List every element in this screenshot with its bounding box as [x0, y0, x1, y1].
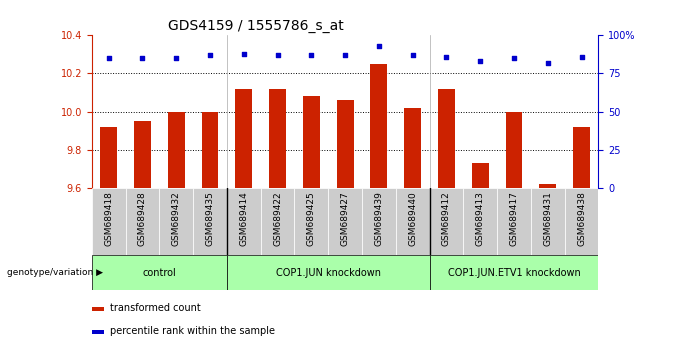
Bar — [362, 188, 396, 255]
Text: GSM689418: GSM689418 — [104, 191, 113, 246]
Bar — [260, 188, 294, 255]
Point — [306, 52, 317, 58]
Point — [137, 55, 148, 61]
Bar — [92, 188, 126, 255]
Text: GSM689428: GSM689428 — [138, 191, 147, 246]
Bar — [159, 188, 193, 255]
Bar — [497, 188, 531, 255]
Point — [509, 55, 520, 61]
Text: transformed count: transformed count — [109, 303, 201, 313]
Bar — [564, 188, 598, 255]
Bar — [463, 188, 497, 255]
Point — [340, 52, 351, 58]
Bar — [134, 121, 151, 188]
Bar — [337, 100, 354, 188]
Text: GSM689435: GSM689435 — [205, 191, 214, 246]
Text: GSM689432: GSM689432 — [172, 191, 181, 246]
Bar — [539, 184, 556, 188]
Bar — [505, 112, 522, 188]
Text: GSM689425: GSM689425 — [307, 191, 316, 246]
Text: GSM689431: GSM689431 — [543, 191, 552, 246]
Bar — [201, 112, 218, 188]
Text: GSM689427: GSM689427 — [341, 191, 350, 246]
Point — [272, 52, 283, 58]
Bar — [168, 112, 185, 188]
Bar — [92, 307, 105, 311]
Text: GSM689414: GSM689414 — [239, 191, 248, 246]
Point — [576, 54, 587, 59]
Point — [441, 54, 452, 59]
Text: genotype/variation ▶: genotype/variation ▶ — [7, 268, 103, 277]
Text: GSM689417: GSM689417 — [509, 191, 518, 246]
Bar — [438, 89, 455, 188]
Point — [239, 51, 250, 57]
Bar — [92, 255, 227, 290]
Bar — [100, 127, 117, 188]
Bar — [269, 89, 286, 188]
Bar — [303, 96, 320, 188]
Bar — [227, 188, 260, 255]
Text: GSM689439: GSM689439 — [375, 191, 384, 246]
Bar — [235, 89, 252, 188]
Bar — [227, 255, 430, 290]
Text: GDS4159 / 1555786_s_at: GDS4159 / 1555786_s_at — [168, 19, 343, 33]
Text: GSM689413: GSM689413 — [476, 191, 485, 246]
Text: GSM689412: GSM689412 — [442, 191, 451, 246]
Point — [171, 55, 182, 61]
Bar — [371, 64, 388, 188]
Bar — [126, 188, 159, 255]
Text: GSM689440: GSM689440 — [408, 191, 417, 246]
Text: COP1.JUN.ETV1 knockdown: COP1.JUN.ETV1 knockdown — [447, 268, 580, 278]
Bar — [92, 330, 105, 334]
Text: COP1.JUN knockdown: COP1.JUN knockdown — [275, 268, 381, 278]
Bar — [328, 188, 362, 255]
Point — [373, 43, 384, 49]
Bar — [193, 188, 227, 255]
Text: GSM689422: GSM689422 — [273, 191, 282, 246]
Bar — [573, 127, 590, 188]
Bar — [396, 188, 430, 255]
Text: GSM689438: GSM689438 — [577, 191, 586, 246]
Point — [205, 52, 216, 58]
Bar — [430, 255, 598, 290]
Point — [407, 52, 418, 58]
Text: control: control — [143, 268, 176, 278]
Bar — [294, 188, 328, 255]
Bar — [531, 188, 564, 255]
Bar — [472, 163, 489, 188]
Point — [543, 60, 554, 65]
Bar — [430, 188, 463, 255]
Text: percentile rank within the sample: percentile rank within the sample — [109, 326, 275, 336]
Point — [475, 58, 486, 64]
Point — [103, 55, 114, 61]
Bar — [404, 108, 421, 188]
